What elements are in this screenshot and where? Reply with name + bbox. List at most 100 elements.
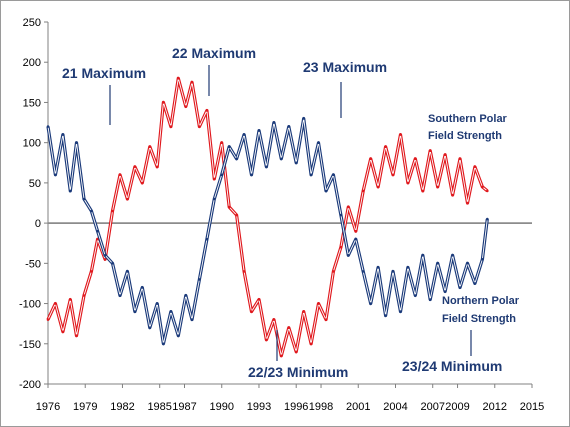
series-point-1 (414, 294, 417, 297)
series-point-0 (391, 173, 395, 177)
series-point-1 (347, 254, 350, 257)
series-point-0 (354, 229, 358, 233)
series-point-1 (361, 270, 365, 273)
x-tick-label: 2001 (346, 401, 370, 413)
series-point-0 (324, 318, 328, 321)
series-point-1 (61, 133, 65, 136)
series-point-0 (399, 133, 402, 136)
x-tick-label: 2009 (445, 401, 469, 413)
series-point-1 (317, 141, 320, 144)
series-point-0 (414, 157, 417, 161)
series-point-0 (148, 145, 152, 148)
series-point-1 (324, 189, 328, 193)
series-point-0 (458, 157, 462, 161)
series-point-1 (213, 197, 216, 201)
series-point-0 (473, 165, 477, 169)
series-point-0 (69, 298, 72, 301)
series-point-0 (169, 125, 173, 128)
x-tick-label: 1976 (36, 401, 60, 413)
y-tick-label: -100 (19, 299, 41, 311)
series-point-1 (184, 294, 188, 297)
series-line-0 (46, 76, 489, 358)
series-point-1 (148, 326, 152, 330)
series-point-0 (184, 105, 188, 108)
series-point-1 (75, 141, 78, 144)
series-point-1 (272, 121, 276, 124)
y-tick-label: 50 (29, 178, 41, 190)
y-tick-label: 0 (35, 218, 41, 230)
series-point-1 (54, 173, 57, 177)
series-point-1 (421, 254, 425, 257)
x-tick-label: 1982 (110, 401, 134, 413)
y-tick-label: -200 (19, 379, 41, 391)
series-point-1 (287, 125, 291, 128)
annotation-22-23-minimum: 22/23 Minimum (248, 364, 348, 380)
series-point-1 (46, 125, 50, 128)
y-tick-label: 150 (23, 97, 41, 109)
series-point-1 (111, 262, 114, 265)
series-point-0 (265, 338, 268, 342)
series-point-0 (436, 185, 440, 189)
series-point-0 (486, 189, 489, 193)
series-point-0 (141, 181, 144, 185)
series-point-0 (162, 101, 165, 104)
series-point-1 (451, 254, 454, 257)
series-point-1 (280, 157, 283, 161)
series-point-0 (347, 205, 350, 209)
x-tick-label: 1998 (309, 401, 333, 413)
series-point-0 (272, 318, 276, 321)
series-point-0 (126, 197, 129, 201)
series-point-0 (384, 145, 387, 148)
series-point-0 (250, 310, 253, 313)
series-point-0 (466, 201, 469, 205)
series-point-1 (458, 286, 462, 289)
series-point-1 (90, 209, 93, 213)
series-point-0 (205, 109, 209, 112)
series-point-1 (235, 157, 238, 161)
series-point-1 (428, 298, 432, 301)
series-point-1 (332, 173, 335, 177)
series-point-0 (376, 185, 380, 189)
label-northern-polar-2: Field Strength (442, 313, 516, 325)
series-point-0 (481, 185, 484, 189)
annotation-23-maximum: 23 Maximum (303, 59, 387, 75)
annotation-21-maximum: 21 Maximum (62, 65, 146, 81)
series-point-1 (250, 173, 253, 177)
x-tick-label: 2015 (520, 401, 544, 413)
annotation-22-maximum: 22 Maximum (172, 45, 256, 61)
series-point-0 (257, 298, 261, 301)
series-point-1 (302, 117, 306, 120)
series-point-0 (118, 173, 122, 177)
series-point-1 (155, 302, 159, 305)
series-point-1 (486, 217, 489, 221)
series-point-0 (220, 141, 223, 144)
series-point-0 (155, 165, 159, 169)
series-point-0 (302, 310, 306, 313)
x-tick-label: 2012 (483, 401, 507, 413)
series-point-0 (428, 149, 432, 152)
series-point-0 (287, 326, 291, 330)
series-point-1 (133, 310, 137, 313)
series-point-1 (126, 270, 129, 273)
series-point-0 (309, 342, 313, 346)
series-point-1 (376, 266, 380, 269)
x-axis: 1976 1979 1982 1985 1987 1990 1993 1996 1998 2001… (36, 383, 544, 413)
series-point-1 (406, 266, 410, 269)
label-northern-polar-1: Northern Polar (442, 295, 520, 307)
annotation-23-24-minimum: 23/24 Minimum (402, 358, 502, 374)
y-tick-label: 250 (23, 17, 41, 29)
series-point-1 (96, 229, 99, 233)
series-point-0 (242, 270, 246, 273)
series-point-0 (90, 270, 93, 273)
series-point-1 (309, 173, 313, 177)
series-point-1 (69, 189, 72, 193)
series-point-1 (481, 258, 484, 261)
series-point-1 (162, 342, 165, 346)
series-point-1 (227, 145, 231, 148)
series-point-0 (369, 157, 373, 161)
series-point-0 (198, 125, 201, 128)
series-point-0 (54, 302, 57, 305)
series-point-1 (265, 165, 268, 169)
x-tick-label: 2007 (420, 401, 444, 413)
